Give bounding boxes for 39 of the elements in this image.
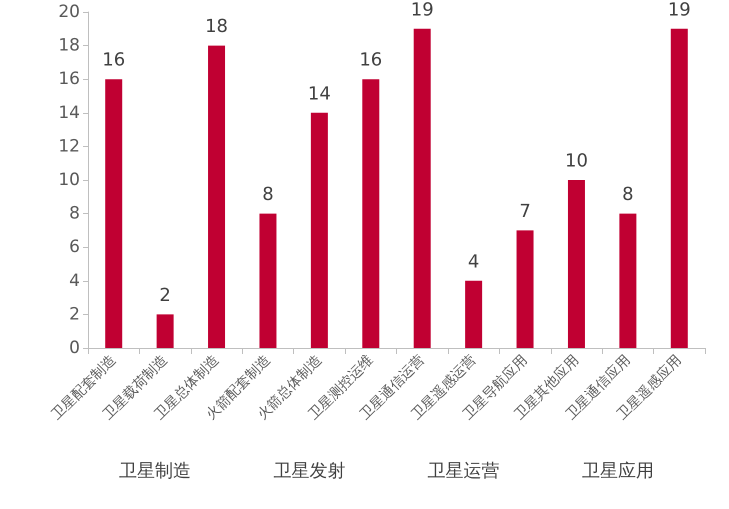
text: 卫星应用 [582, 460, 654, 482]
data-label: 18 [205, 16, 228, 38]
y-tick-label: 20 [58, 2, 80, 22]
bar [259, 214, 276, 348]
y-tick-label: 12 [58, 136, 80, 156]
data-label: 8 [622, 184, 634, 206]
text: 卫星制造 [119, 460, 192, 482]
bar [156, 314, 174, 348]
bar [568, 180, 585, 348]
bar [414, 28, 431, 348]
y-tick-label: 18 [58, 36, 80, 56]
data-label: 19 [668, 0, 691, 20]
data-label: 16 [102, 50, 126, 71]
bar [465, 280, 482, 348]
data-label: 7 [519, 200, 531, 222]
text: 卫星运营 [428, 460, 500, 482]
bar [310, 112, 328, 348]
bar [362, 79, 380, 348]
y-tick-label: 4 [69, 270, 80, 291]
y-tick-label: 16 [58, 69, 80, 90]
bar [619, 214, 636, 348]
y-tick-label: 8 [69, 204, 80, 224]
bar [208, 46, 226, 348]
y-tick-label: 2 [69, 304, 80, 324]
y-tick-label: 0 [69, 338, 80, 358]
text: 卫星发射 [273, 460, 346, 482]
y-tick-label: 6 [69, 237, 80, 258]
y-tick-label: 10 [58, 170, 80, 190]
bar [105, 79, 122, 348]
data-label: 19 [410, 0, 434, 20]
y-tick-label: 14 [58, 102, 80, 123]
data-label: 10 [565, 150, 588, 172]
bar [670, 28, 688, 348]
data-label: 2 [159, 284, 171, 306]
data-label: 14 [308, 83, 331, 104]
data-label: 4 [468, 251, 480, 272]
data-label: 16 [359, 50, 382, 71]
bar [516, 230, 534, 348]
data-label: 8 [262, 184, 274, 206]
